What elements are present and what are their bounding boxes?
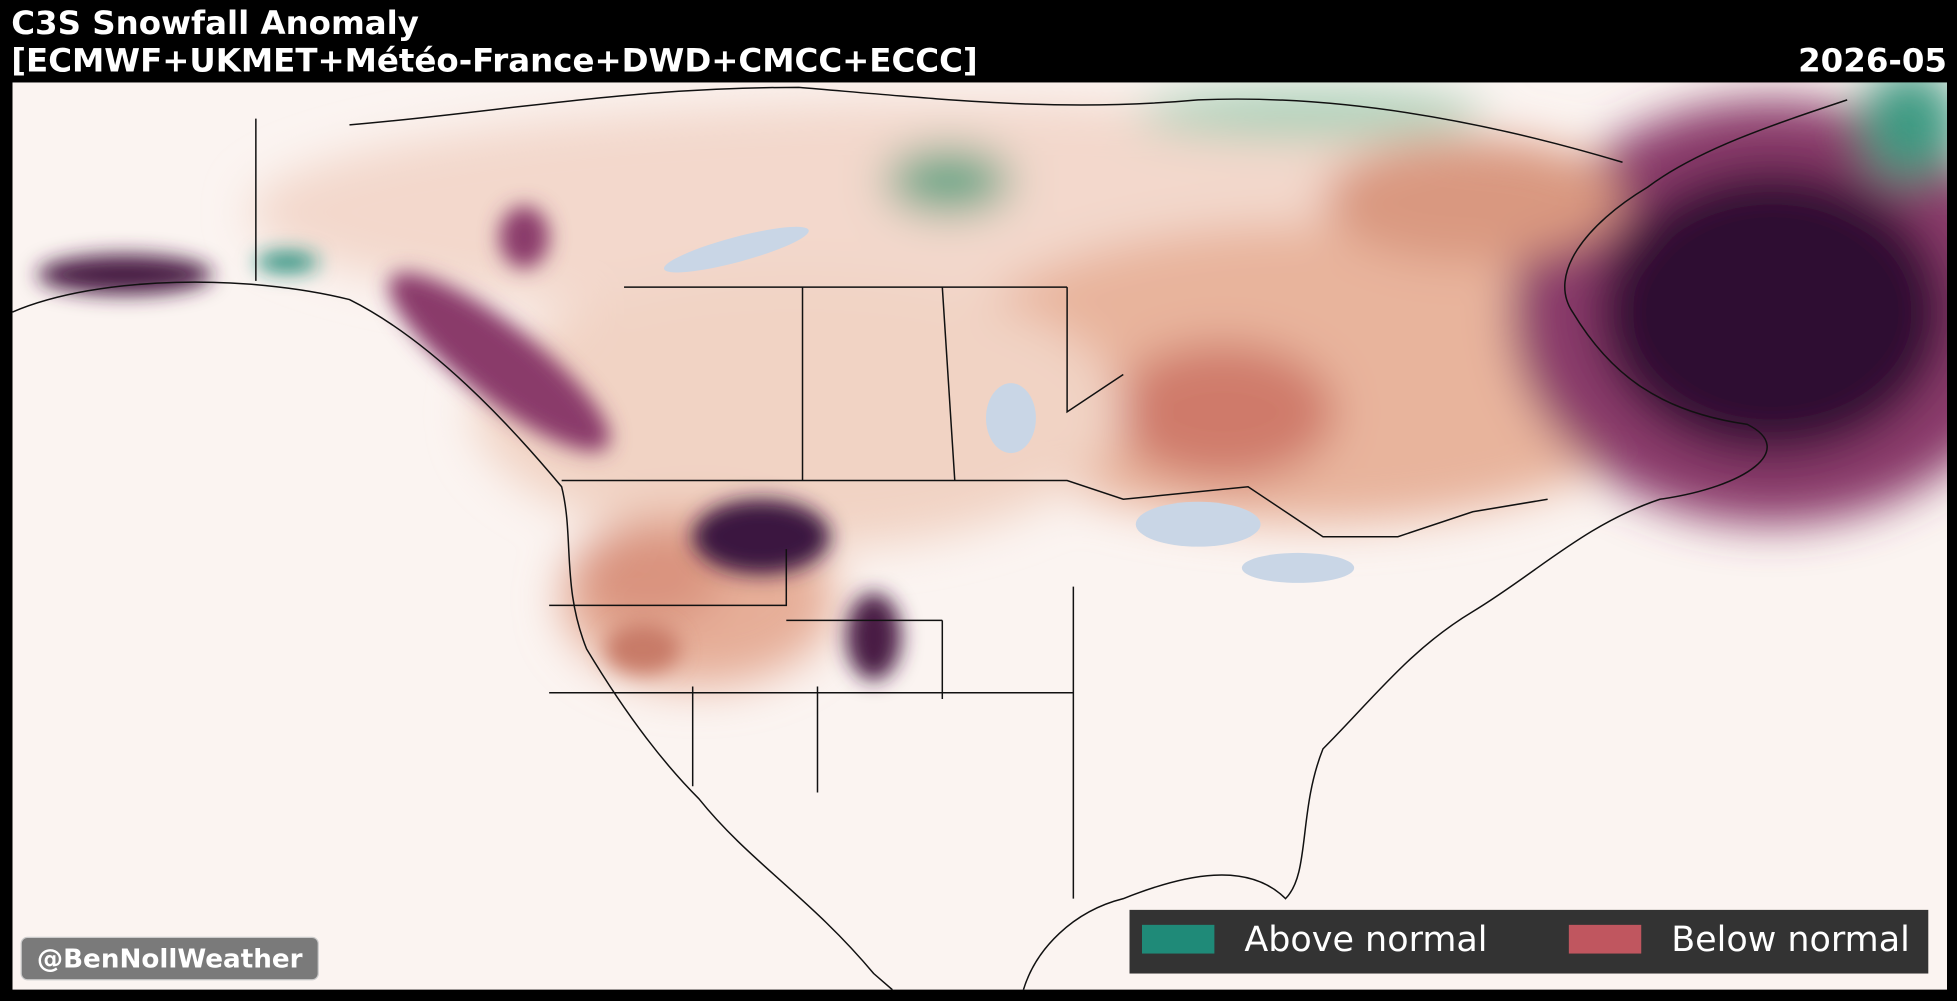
legend-swatch	[1141, 924, 1215, 954]
credit-box	[20, 936, 319, 981]
legend-box	[1129, 909, 1929, 974]
legend-swatch	[1568, 924, 1642, 954]
anomaly-core	[37, 205, 902, 681]
legend-label: Above normal	[1244, 920, 1487, 960]
boundaries	[12, 86, 1848, 990]
legend: Above normal Below normal	[1141, 920, 1910, 960]
subtitle: [ECMWF+UKMET+Météo-France+DWD+CMCC+ECCC]	[11, 41, 978, 79]
lakes	[663, 226, 1355, 583]
legend-label: Below normal	[1671, 920, 1910, 960]
map	[12, 82, 1948, 990]
title: C3S Snowfall Anomaly	[11, 4, 419, 42]
credit: @BenNollWeather	[37, 944, 303, 974]
date: 2026-05	[1798, 41, 1947, 79]
